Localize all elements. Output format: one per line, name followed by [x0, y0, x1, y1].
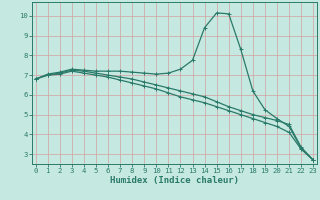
X-axis label: Humidex (Indice chaleur): Humidex (Indice chaleur): [110, 176, 239, 185]
